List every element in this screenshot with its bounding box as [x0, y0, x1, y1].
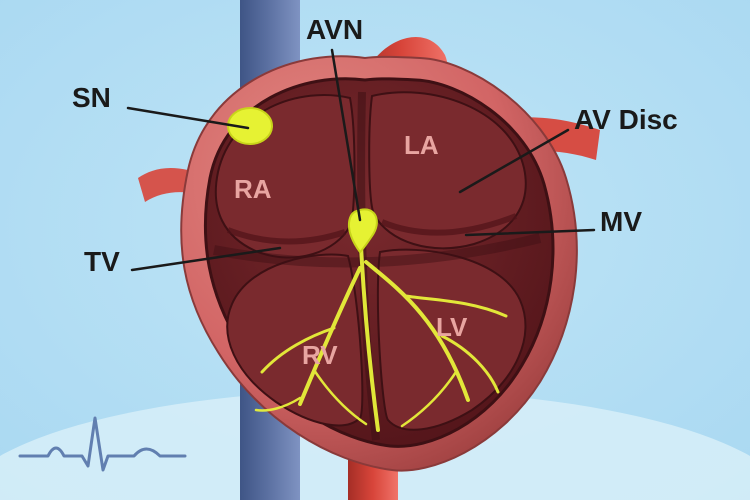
heart-diagram: SN AVN AV Disc MV TV RA LA RV LV — [0, 0, 750, 500]
diagram-svg — [0, 0, 750, 500]
